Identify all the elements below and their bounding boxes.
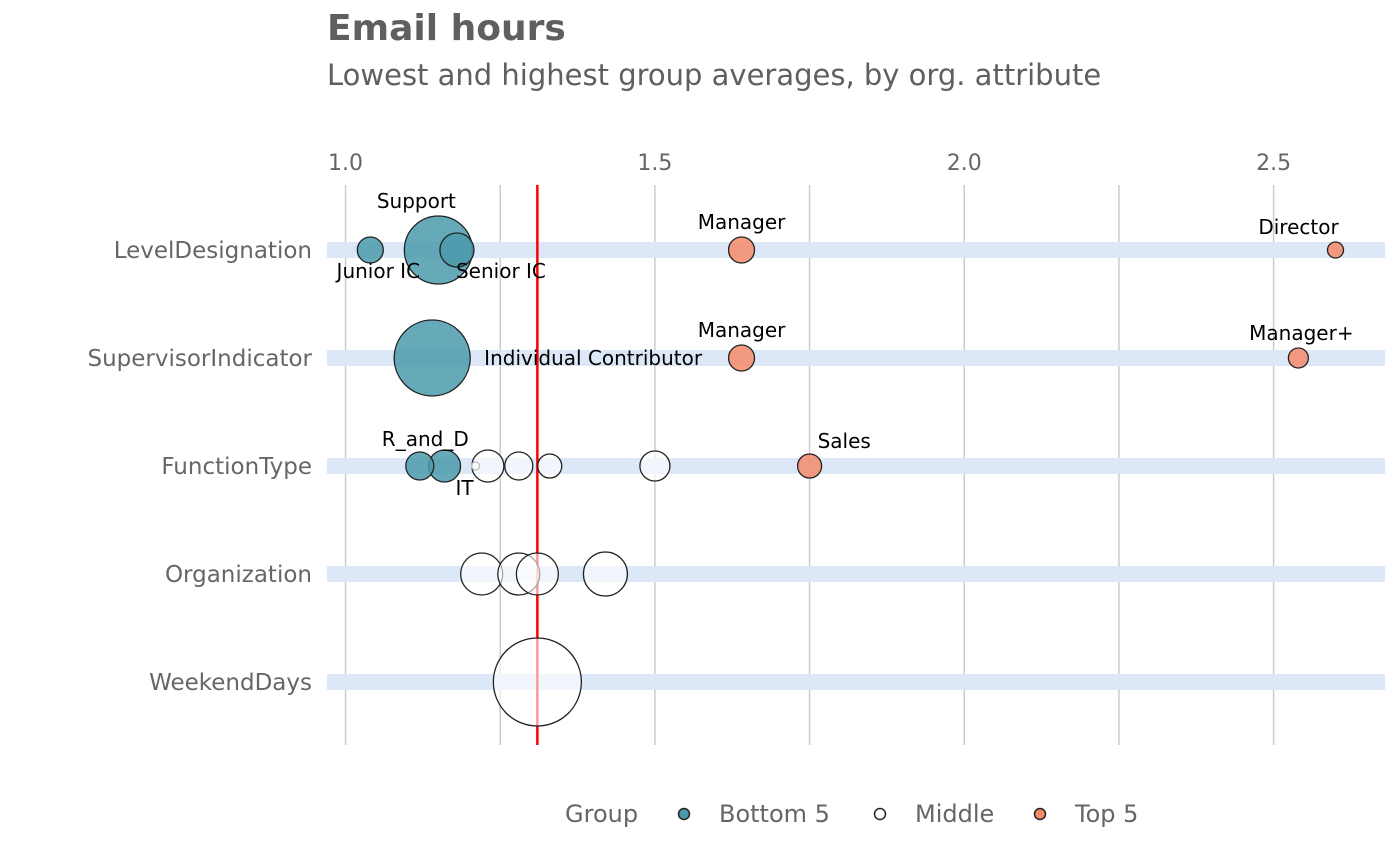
point-functiontype-sales: [796, 453, 823, 479]
data-label-it: IT: [455, 476, 474, 500]
data-label-individual-contributor: Individual Contributor: [484, 346, 703, 370]
category-label-leveldesignation: LevelDesignation: [114, 238, 312, 264]
y-axis-categories: LevelDesignation SupervisorIndicator Funct…: [87, 238, 312, 696]
point-functiontype-r-and-d: [405, 451, 435, 481]
data-label-sales: Sales: [818, 429, 871, 453]
legend-key-bottom-5: [677, 807, 691, 821]
band-leveldesignation: [327, 242, 1385, 258]
point-functiontype-middle: [470, 461, 481, 471]
x-tick-label: 2.5: [1256, 151, 1291, 176]
point-leveldesignation-director: [1326, 241, 1345, 259]
x-tick-label: 1.0: [328, 151, 363, 176]
category-label-weekenddays: WeekendDays: [149, 670, 312, 696]
legend-label-top-5: Top 5: [1074, 800, 1138, 828]
data-label-support: Support: [377, 189, 456, 213]
legend-key-top-5: [1033, 807, 1047, 821]
point-supervisorindicator-manager: [727, 344, 756, 372]
point-organization-middle: [515, 552, 560, 596]
data-label-junior-ic: Junior IC: [335, 259, 421, 283]
legend: Group Bottom 5 Middle Top 5: [565, 800, 1138, 828]
legend-title: Group: [565, 800, 638, 828]
point-functiontype-middle: [537, 453, 563, 479]
point-functiontype-middle: [639, 450, 671, 482]
category-label-supervisorindicator: SupervisorIndicator: [87, 346, 312, 372]
x-axis-ticks: 1.0 1.5 2.0 2.5: [328, 151, 1291, 176]
x-tick-label: 1.5: [637, 151, 672, 176]
point-leveldesignation-junior-ic: [356, 236, 384, 264]
data-label-manager: Manager: [698, 210, 786, 234]
point-functiontype-middle: [504, 451, 534, 481]
legend-key-middle: [873, 807, 887, 821]
band-supervisorindicator: [327, 350, 1385, 366]
chart-subtitle: Lowest and highest group averages, by or…: [327, 58, 1102, 92]
band-weekenddays: [327, 674, 1385, 690]
data-label-manager: Manager: [698, 318, 786, 342]
point-organization-middle: [460, 552, 504, 596]
point-weekenddays-middle: [492, 637, 583, 727]
point-leveldesignation-senior-ic: [439, 232, 475, 268]
legend-label-middle: Middle: [915, 800, 994, 828]
category-label-functiontype: FunctionType: [161, 454, 312, 480]
data-label-r-and-d: R_and_D: [382, 427, 469, 451]
chart-title: Email hours: [327, 8, 566, 49]
data-points: [356, 215, 1345, 727]
legend-label-bottom-5: Bottom 5: [719, 800, 830, 828]
point-organization-middle: [582, 551, 629, 597]
data-labels: Junior IC Support Senior IC Manager Director…: [335, 189, 1354, 500]
point-supervisorindicator-manager: [1287, 347, 1310, 369]
category-bands: [327, 242, 1385, 690]
point-supervisorindicator-individual-contributor: [393, 319, 471, 397]
data-label-director: Director: [1258, 215, 1339, 239]
data-label-manager: Manager+: [1249, 321, 1353, 345]
category-label-organization: Organization: [165, 562, 312, 588]
point-leveldesignation-manager: [727, 236, 756, 264]
data-label-senior-ic: Senior IC: [456, 259, 546, 283]
x-tick-label: 2.0: [947, 151, 982, 176]
band-functiontype: [327, 458, 1385, 474]
